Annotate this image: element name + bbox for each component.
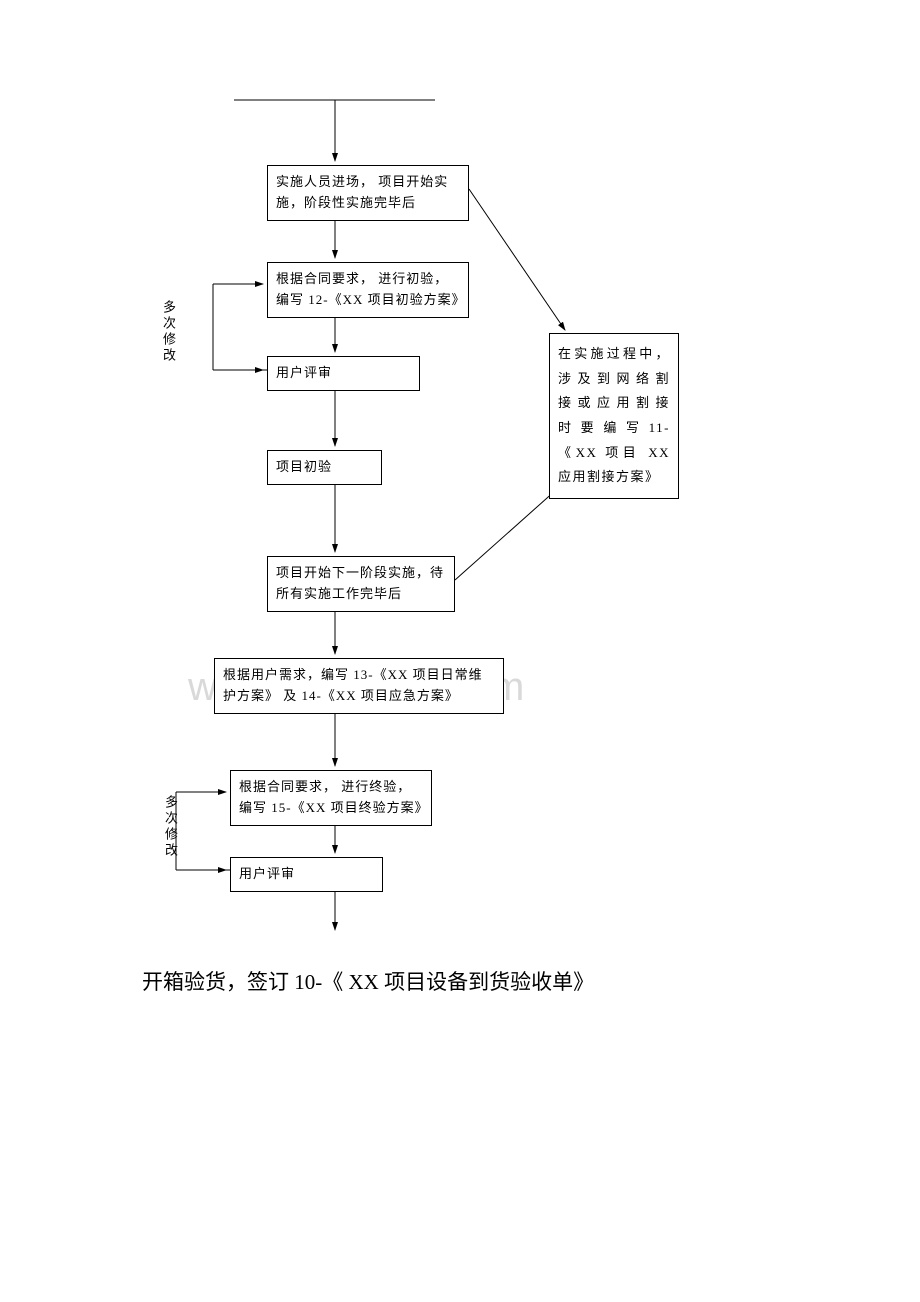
side-note-text: 在实施过程中，涉 及 到 网 络 割接 或 应 用 割 接时 要 编 写 11-…: [558, 346, 670, 484]
flow-node-n5: 项目开始下一阶段实施，待所有实施工作完毕后: [267, 556, 455, 612]
flow-node-n3: 用户评审: [267, 356, 420, 391]
label-multi-revise-1: 多次修改: [159, 300, 178, 364]
flow-node-n1: 实施人员进场， 项目开始实施，阶段性实施完毕后: [267, 165, 469, 221]
flow-node-n6: 根据用户需求，编写 13-《XX 项目日常维护方案》 及 14-《XX 项目应急…: [214, 658, 504, 714]
label-multi-revise-2: 多次修改: [161, 795, 180, 859]
flow-node-n2: 根据合同要求， 进行初验， 编写 12-《XX 项目初验方案》: [267, 262, 469, 318]
caption-text: 开箱验货，签订 10-《 XX 项目设备到货验收单》: [142, 966, 594, 996]
flow-node-n8: 用户评审: [230, 857, 383, 892]
side-note-cutover: 在实施过程中，涉 及 到 网 络 割接 或 应 用 割 接时 要 编 写 11-…: [549, 333, 679, 499]
flow-node-n4: 项目初验: [267, 450, 382, 485]
flow-node-n7: 根据合同要求， 进行终验， 编写 15-《XX 项目终验方案》: [230, 770, 432, 826]
flowchart-container: www.bingdoc.com 实施人员进场， 项目开始实施，阶段性实施完毕后根…: [0, 0, 920, 1302]
